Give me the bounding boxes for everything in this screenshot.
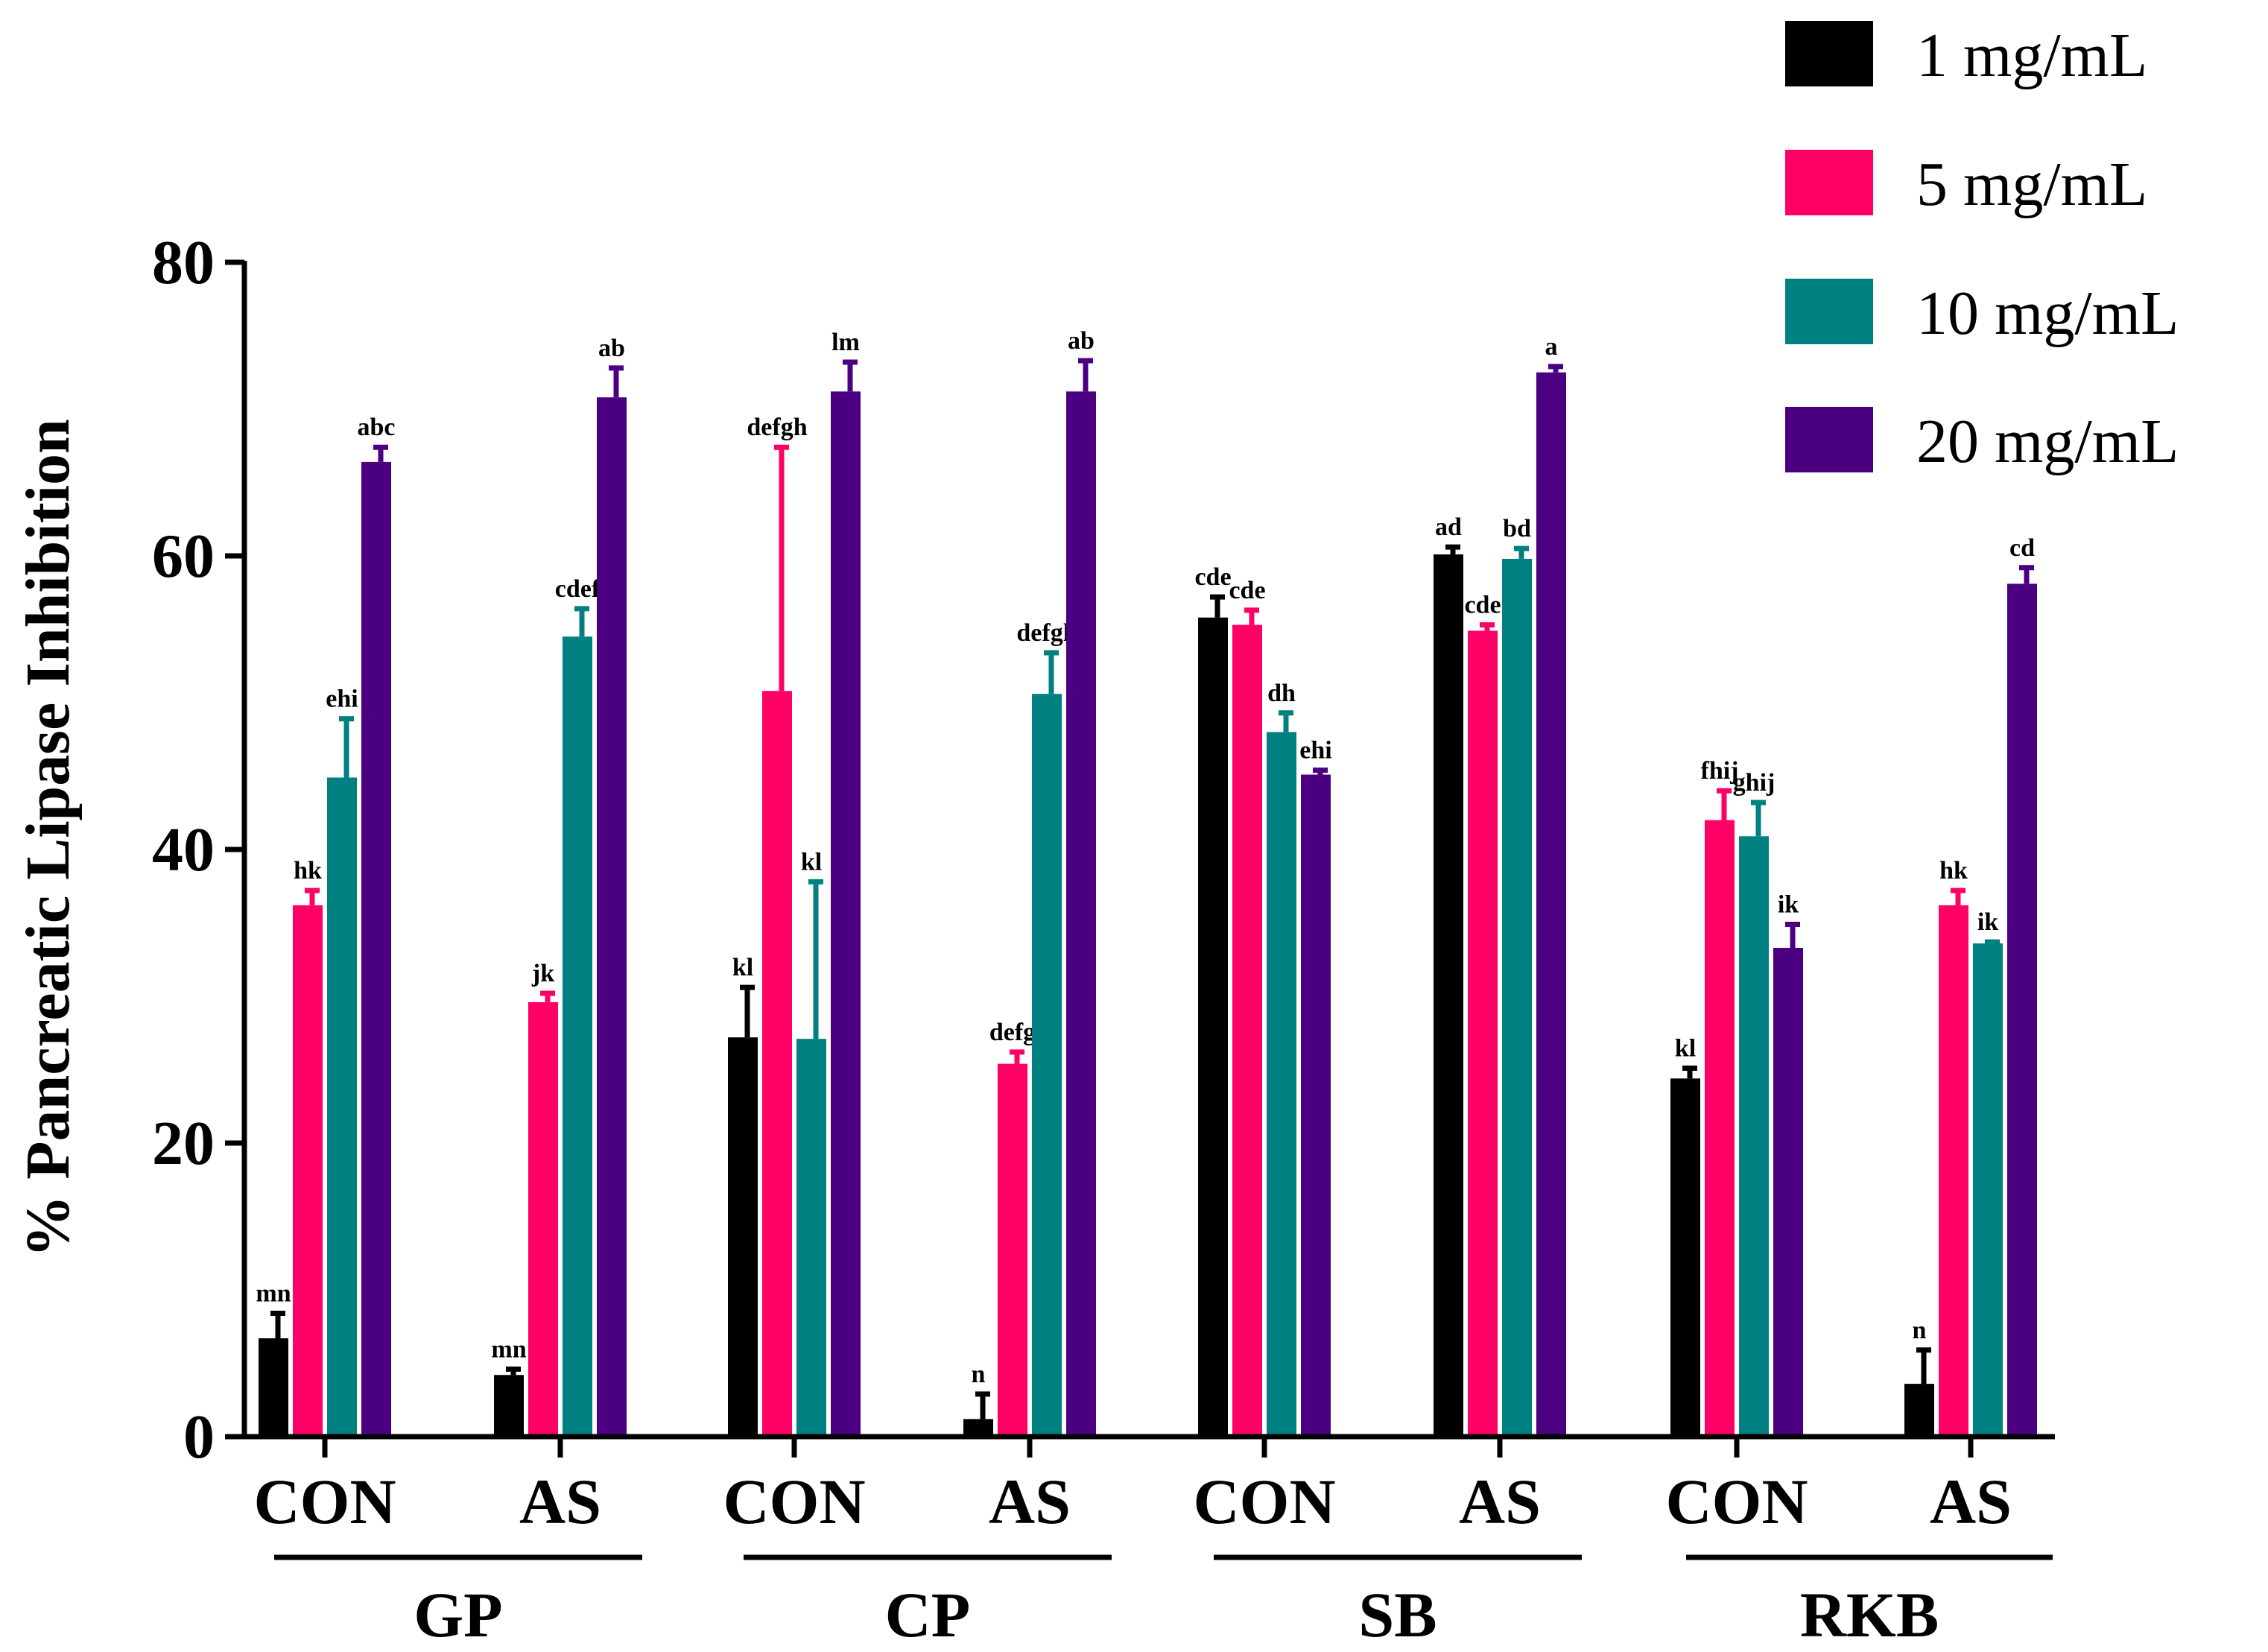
significance-label: ghij — [1733, 769, 1776, 797]
significance-label: cde — [1229, 577, 1265, 604]
bar — [1904, 1384, 1934, 1437]
significance-label: ehi — [1299, 737, 1331, 765]
significance-label: cde — [1194, 563, 1231, 591]
y-axis: 0 20 40 60 80 — [152, 228, 247, 1472]
bar — [963, 1419, 993, 1437]
significance-label: fhij — [1701, 757, 1739, 785]
significance-label: mn — [491, 1335, 526, 1363]
significance-label: kl — [1675, 1035, 1696, 1063]
significance-label: ab — [1068, 327, 1095, 355]
significance-label: ik — [1778, 890, 1799, 918]
bar — [762, 691, 792, 1437]
bar — [1468, 630, 1498, 1437]
bar — [597, 397, 627, 1437]
legend-swatch — [1785, 21, 1873, 86]
bar — [831, 391, 861, 1437]
significance-label: mn — [256, 1280, 291, 1308]
group-label: SB — [1358, 1579, 1436, 1651]
significance-label: cd — [2009, 534, 2035, 562]
y-tick-label: 40 — [152, 815, 215, 884]
y-tick-label: 60 — [152, 522, 215, 591]
significance-label: jk — [531, 960, 554, 987]
bar — [293, 905, 323, 1437]
bar — [1739, 836, 1769, 1437]
significance-label: lm — [832, 329, 860, 356]
bar — [1502, 558, 1532, 1437]
group-label: RKB — [1800, 1579, 1939, 1651]
legend-label: 10 mg/mL — [1916, 279, 2179, 348]
significance-label: n — [1913, 1317, 1927, 1344]
bar — [2007, 583, 2037, 1437]
bar — [1301, 774, 1331, 1437]
significance-label: kl — [732, 954, 753, 981]
x-category-label: CON — [253, 1466, 396, 1537]
bar — [1670, 1078, 1700, 1437]
bar — [1705, 820, 1735, 1437]
bar — [1032, 694, 1062, 1437]
legend-swatch — [1785, 279, 1873, 344]
group-label: GP — [414, 1579, 502, 1651]
bar — [563, 636, 592, 1437]
legend-swatch — [1785, 407, 1873, 472]
significance-label: abc — [358, 414, 396, 441]
significance-label: bd — [1503, 515, 1531, 542]
bar — [796, 1039, 826, 1437]
significance-label: ik — [1977, 908, 1998, 936]
legend: 1 mg/mL 5 mg/mL 10 mg/mL 20 mg/mL — [1785, 21, 2179, 476]
x-category-label: AS — [519, 1466, 601, 1537]
significance-label: cdef — [555, 575, 601, 603]
bar — [1973, 943, 2003, 1437]
bar — [494, 1375, 524, 1437]
bar — [528, 1001, 558, 1437]
x-category-label: CON — [1193, 1466, 1335, 1537]
significance-label: cde — [1464, 592, 1501, 619]
legend-label: 1 mg/mL — [1916, 21, 2147, 90]
bar — [1066, 391, 1096, 1437]
bar — [1267, 732, 1296, 1437]
bars: mnmnklncdeadklnhkjkdefghdefgcdecdefhijhk… — [256, 327, 2037, 1437]
bar — [998, 1063, 1027, 1437]
significance-label: a — [1545, 333, 1558, 361]
significance-label: hk — [294, 857, 322, 884]
bar — [1434, 554, 1463, 1437]
bar — [1536, 372, 1566, 1437]
legend-label: 20 mg/mL — [1916, 407, 2179, 476]
y-tick-label: 20 — [152, 1109, 215, 1178]
x-category-label: CON — [1665, 1466, 1808, 1537]
legend-label: 5 mg/mL — [1916, 150, 2147, 219]
bar — [1232, 624, 1262, 1437]
significance-label: dh — [1267, 680, 1296, 707]
significance-label: defgh — [747, 414, 807, 441]
bar — [361, 461, 391, 1437]
significance-label: hk — [1939, 857, 1968, 884]
bar — [1198, 617, 1228, 1437]
bar — [1939, 905, 1968, 1437]
significance-label: n — [972, 1361, 986, 1388]
x-category-label: AS — [989, 1466, 1071, 1537]
y-tick-label: 0 — [183, 1402, 215, 1472]
significance-label: ehi — [326, 686, 358, 713]
bar — [1773, 947, 1803, 1437]
bar — [728, 1037, 758, 1437]
significance-label: kl — [801, 848, 822, 876]
x-category-label: AS — [1459, 1466, 1541, 1537]
significance-label: defg — [989, 1019, 1036, 1046]
legend-swatch — [1785, 150, 1873, 215]
group-label: CP — [885, 1579, 971, 1651]
significance-label: ab — [598, 335, 625, 362]
y-axis-label: % Pancreatic Lipase Inhibition — [13, 419, 83, 1258]
x-category-label: CON — [723, 1466, 865, 1537]
significance-label: ad — [1435, 513, 1462, 541]
bar — [327, 777, 357, 1437]
y-tick-label: 80 — [152, 228, 215, 297]
x-category-label: AS — [1930, 1466, 2012, 1537]
bar — [259, 1338, 288, 1437]
